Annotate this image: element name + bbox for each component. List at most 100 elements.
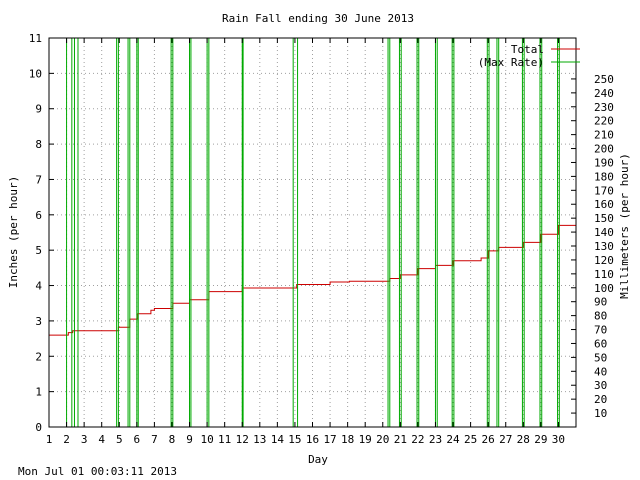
- total-series: [49, 224, 576, 336]
- x-tick-label: 13: [253, 433, 266, 446]
- y2-tick-label: 50: [594, 351, 607, 364]
- y2-tick-label: 150: [594, 212, 614, 225]
- legend-label: (Max Rate): [478, 56, 544, 69]
- y-tick-label: 4: [35, 280, 42, 293]
- x-tick-label: 30: [552, 433, 565, 446]
- total-line: [49, 224, 576, 336]
- y2-tick-label: 40: [594, 365, 607, 378]
- max-rate-spike: [387, 37, 391, 427]
- x-tick-label: 23: [429, 433, 442, 446]
- max-rate-spike: [416, 37, 420, 427]
- x-tick-label: 4: [98, 433, 105, 446]
- max-rate-spike: [486, 37, 490, 427]
- max-rate-spike: [136, 37, 139, 427]
- y2-tick-label: 200: [594, 143, 614, 156]
- y2-tick-label: 80: [594, 310, 607, 323]
- y2-tick-label: 100: [594, 282, 614, 295]
- max-rate-spike: [127, 37, 131, 427]
- max-rate-spike: [206, 37, 210, 427]
- legend: Total(Max Rate): [478, 43, 580, 69]
- y-tick-label: 2: [35, 350, 42, 363]
- y-axis-left: 0 1 2 3 4 5 6 7 8 9 10 11: [29, 32, 54, 434]
- y2-tick-label: 170: [594, 184, 614, 197]
- x-tick-label: 29: [534, 433, 547, 446]
- y2-tick-label: 190: [594, 156, 614, 169]
- max-rate-series: [66, 37, 560, 427]
- y2-tick-label: 140: [594, 226, 614, 239]
- max-rate-spike: [66, 37, 73, 427]
- y-tick-label: 9: [35, 103, 42, 116]
- x-tick-label: 5: [116, 433, 123, 446]
- y-axis-right: 1020304050607080901001101201301401501601…: [571, 73, 614, 420]
- x-tick-label: 28: [517, 433, 530, 446]
- x-tick-label: 16: [306, 433, 319, 446]
- max-rate-spike: [434, 37, 438, 427]
- x-tick-label: 11: [218, 433, 231, 446]
- x-tick-label: 27: [499, 433, 512, 446]
- x-tick-label: 26: [482, 433, 495, 446]
- y-tick-label: 11: [29, 32, 42, 45]
- x-tick-label: 14: [271, 433, 285, 446]
- y-tick-label: 10: [29, 67, 42, 80]
- max-rate-spike: [241, 37, 244, 427]
- x-tick-label: 19: [359, 433, 372, 446]
- x-tick-label: 17: [323, 433, 336, 446]
- y2-tick-label: 210: [594, 129, 614, 142]
- y2-tick-label: 10: [594, 407, 607, 420]
- x-tick-label: 22: [411, 433, 424, 446]
- max-rate-spike: [73, 37, 79, 427]
- y2-tick-label: 160: [594, 198, 614, 211]
- y-tick-label: 3: [35, 315, 42, 328]
- x-tick-label: 6: [134, 433, 141, 446]
- x-tick-label: 18: [341, 433, 354, 446]
- y2-tick-label: 240: [594, 87, 614, 100]
- y2-tick-label: 250: [594, 73, 614, 86]
- x-tick-label: 8: [169, 433, 176, 446]
- y2-tick-label: 220: [594, 115, 614, 128]
- y-tick-label: 1: [35, 386, 42, 399]
- max-rate-spike: [451, 37, 455, 427]
- y-axis-label: Inches (per hour): [7, 176, 20, 289]
- x-tick-label: 24: [446, 433, 460, 446]
- max-rate-spike: [170, 37, 174, 427]
- x-tick-label: 1: [46, 433, 53, 446]
- y-tick-label: 0: [35, 421, 42, 434]
- y-tick-label: 7: [35, 173, 42, 186]
- x-tick-label: 2: [63, 433, 70, 446]
- y2-tick-label: 120: [594, 254, 614, 267]
- x-tick-label: 21: [394, 433, 407, 446]
- y2-tick-label: 110: [594, 268, 614, 281]
- y2-tick-label: 60: [594, 337, 607, 350]
- max-rate-spike: [539, 37, 543, 427]
- x-tick-label: 12: [236, 433, 249, 446]
- y-tick-label: 6: [35, 209, 42, 222]
- y2-tick-label: 130: [594, 240, 614, 253]
- x-tick-label: 20: [376, 433, 389, 446]
- max-rate-spike: [292, 37, 299, 427]
- y-tick-label: 5: [35, 244, 42, 257]
- y2-tick-label: 180: [594, 170, 614, 183]
- x-tick-label: 3: [81, 433, 88, 446]
- max-rate-spike: [496, 37, 500, 427]
- y2-tick-label: 90: [594, 296, 607, 309]
- y2-tick-label: 70: [594, 324, 607, 337]
- x-tick-label: 10: [200, 433, 213, 446]
- max-rate-spike: [521, 37, 525, 427]
- x-tick-label: 15: [288, 433, 301, 446]
- x-axis-label: Day: [308, 453, 328, 466]
- y2-tick-label: 230: [594, 101, 614, 114]
- x-tick-label: 9: [186, 433, 193, 446]
- y2-tick-label: 20: [594, 393, 607, 406]
- legend-label: Total: [511, 43, 544, 56]
- x-tick-label: 25: [464, 433, 477, 446]
- generated-timestamp: Mon Jul 01 00:03:11 2013: [18, 465, 177, 478]
- chart-title: Rain Fall ending 30 June 2013: [222, 12, 414, 25]
- x-axis: 1 2 3 4 5 6 7 8 9 10 11 12 13 14 15 16 17 18 19 20 21 22 23 24 2…: [46, 38, 565, 446]
- x-tick-label: 7: [151, 433, 158, 446]
- max-rate-spike: [398, 37, 402, 427]
- max-rate-spike: [189, 37, 192, 427]
- y-tick-label: 8: [35, 138, 42, 151]
- y2-axis-label: Millimeters (per hour): [618, 153, 631, 299]
- max-rate-spike: [116, 37, 119, 427]
